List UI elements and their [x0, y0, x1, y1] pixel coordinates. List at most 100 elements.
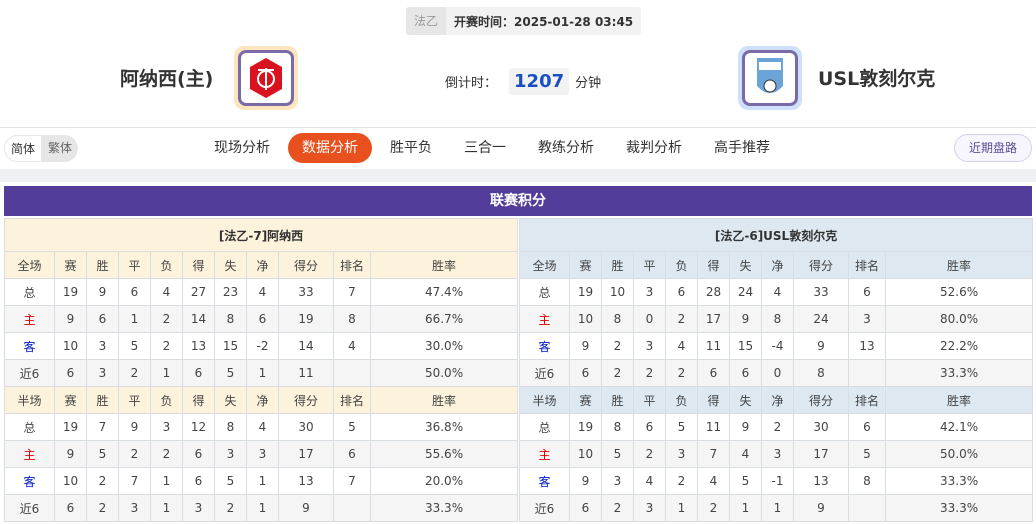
column-header: 胜率 — [369, 386, 519, 414]
tab-2[interactable]: 胜平负 — [390, 140, 432, 156]
lang-simplified[interactable]: 简体 — [4, 135, 43, 162]
away-team-name: USL敦刻尔克 — [818, 68, 936, 90]
table-cell: -4 — [761, 332, 794, 360]
column-header: 赛 — [54, 386, 87, 414]
table-cell: 4 — [633, 467, 666, 495]
tab-1[interactable]: 数据分析 — [288, 133, 372, 163]
table-cell: 2 — [665, 359, 698, 387]
column-header: 胜率 — [884, 386, 1034, 414]
table-cell: 30 — [278, 413, 334, 441]
lang-traditional[interactable]: 繁体 — [48, 141, 73, 155]
table-cell: 3 — [848, 305, 886, 333]
row-label: 近6 — [4, 359, 55, 387]
table-row: 主 10 8 0 2 17 9 8 24 3 80.0% — [519, 305, 1034, 333]
table-cell: 2 — [150, 440, 183, 468]
table-cell — [848, 494, 886, 522]
row-label: 近6 — [4, 494, 55, 522]
column-header: 失 — [214, 251, 247, 279]
tab-0[interactable]: 现场分析 — [214, 140, 270, 156]
table-cell: 0 — [633, 305, 666, 333]
table-row: 近6 6 2 3 1 2 1 1 9 33.3% — [519, 494, 1034, 522]
table-cell: 1 — [246, 467, 279, 495]
table-row: 近6 6 3 2 1 6 5 1 11 50.0% — [4, 359, 519, 387]
table-cell: 8 — [761, 305, 794, 333]
table-cell: 6 — [182, 467, 215, 495]
table-cell: 8 — [214, 413, 247, 441]
row-label: 总 — [4, 413, 55, 441]
table-cell: 1 — [246, 494, 279, 522]
table-row: 主 9 5 2 2 6 3 3 17 6 55.6% — [4, 440, 519, 468]
table-cell: 9 — [86, 278, 119, 306]
table-cell: 7 — [118, 467, 151, 495]
home-team-logo[interactable] — [234, 46, 298, 110]
column-header: 负 — [665, 386, 698, 414]
column-header: 得分 — [278, 386, 334, 414]
table-cell: 4 — [246, 278, 279, 306]
table-cell: 33.3% — [884, 359, 1034, 387]
table-cell: 6 — [182, 359, 215, 387]
column-header: 得分 — [793, 386, 849, 414]
tab-6[interactable]: 高手推荐 — [714, 140, 770, 156]
table-cell: 24 — [729, 278, 762, 306]
table-cell: 19 — [54, 278, 87, 306]
table-cell: 2 — [214, 494, 247, 522]
table-cell: 6 — [848, 413, 886, 441]
table-cell: 9 — [793, 332, 849, 360]
table-cell: 1 — [150, 359, 183, 387]
column-header: 得 — [182, 251, 215, 279]
column-header: 全场 — [4, 251, 55, 279]
table-cell: 4 — [697, 467, 730, 495]
table-cell: 6 — [697, 359, 730, 387]
tab-5[interactable]: 裁判分析 — [626, 140, 682, 156]
away-team-logo[interactable] — [738, 46, 802, 110]
row-label: 总 — [519, 278, 570, 306]
table-row: 总 19 7 9 3 12 8 4 30 5 36.8% — [4, 413, 519, 441]
tab-3[interactable]: 三合一 — [464, 140, 506, 156]
table-cell: 17 — [278, 440, 334, 468]
table-cell: 2 — [665, 467, 698, 495]
row-label: 客 — [519, 467, 570, 495]
table-cell: 3 — [633, 332, 666, 360]
table-cell: 3 — [633, 494, 666, 522]
row-label: 主 — [519, 305, 570, 333]
recent-handicap-button[interactable]: 近期盘路 — [953, 134, 1032, 162]
table-cell: 27 — [182, 278, 215, 306]
table-cell: 6 — [246, 305, 279, 333]
tab-4[interactable]: 教练分析 — [538, 140, 594, 156]
table-row: 客 10 3 5 2 13 15 -2 14 4 30.0% — [4, 332, 519, 360]
table-cell: 22.2% — [884, 332, 1034, 360]
table-cell: 36.8% — [369, 413, 519, 441]
table-cell: 66.7% — [369, 305, 519, 333]
row-label: 近6 — [519, 494, 570, 522]
table-cell: 4 — [729, 440, 762, 468]
table-cell: 3 — [214, 440, 247, 468]
table-cell: 9 — [793, 494, 849, 522]
table-cell: 10 — [601, 278, 634, 306]
table-cell: 7 — [697, 440, 730, 468]
table-cell: 7 — [86, 413, 119, 441]
table-cell: 5 — [214, 359, 247, 387]
table-cell: 15 — [214, 332, 247, 360]
table-cell: 8 — [333, 305, 371, 333]
table-cell: 2 — [633, 359, 666, 387]
column-header: 净 — [761, 251, 794, 279]
table-cell: 10 — [569, 305, 602, 333]
table-row: 客 10 2 7 1 6 5 1 13 7 20.0% — [4, 467, 519, 495]
table-cell: 2 — [118, 440, 151, 468]
table-cell: 9 — [278, 494, 334, 522]
column-header: 失 — [729, 251, 762, 279]
language-toggle[interactable]: 简体 繁体 — [4, 135, 79, 162]
table-cell: 1 — [665, 494, 698, 522]
table-cell: 20.0% — [369, 467, 519, 495]
kickoff-time: 开赛时间：2025-01-28 03:45 — [454, 14, 634, 29]
table-row: 客 9 2 3 4 11 15 -4 9 13 22.2% — [519, 332, 1034, 360]
dunkerque-crest-icon — [757, 58, 783, 93]
table-cell: 13 — [278, 467, 334, 495]
table-cell: 2 — [633, 440, 666, 468]
table-cell: 6 — [54, 494, 87, 522]
table-cell: 5 — [848, 440, 886, 468]
column-header: 得分 — [278, 251, 334, 279]
table-cell: 8 — [793, 359, 849, 387]
table-row: 客 9 3 4 2 4 5 -1 13 8 33.3% — [519, 467, 1034, 495]
table-cell: 6 — [569, 359, 602, 387]
